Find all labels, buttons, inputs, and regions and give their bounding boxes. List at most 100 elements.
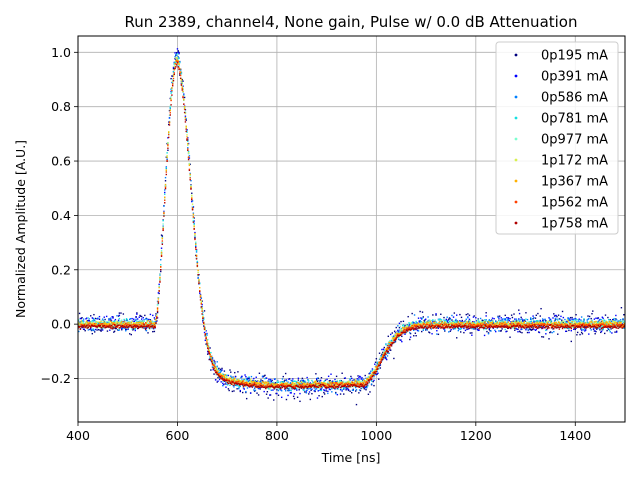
data-point (623, 320, 625, 322)
data-point (403, 327, 405, 330)
data-point (273, 399, 275, 401)
data-point (101, 327, 104, 329)
data-point (374, 369, 376, 372)
data-point (386, 351, 388, 353)
data-point (335, 385, 337, 387)
data-point (534, 323, 537, 326)
data-point (463, 331, 465, 334)
data-point (352, 382, 354, 384)
data-point (253, 382, 255, 384)
data-point (328, 388, 331, 390)
data-point (238, 380, 240, 382)
data-point (241, 381, 244, 383)
data-point (132, 320, 134, 322)
data-point (350, 383, 353, 385)
data-point (606, 329, 608, 332)
data-point (132, 322, 135, 325)
data-point (483, 328, 485, 331)
data-point (204, 327, 207, 330)
data-point (201, 307, 203, 309)
data-point (444, 321, 447, 324)
data-point (462, 321, 464, 323)
data-point (416, 322, 418, 324)
data-point (391, 339, 393, 342)
data-point (241, 384, 244, 387)
data-point (440, 320, 442, 322)
data-point (156, 314, 158, 317)
data-point (184, 115, 187, 117)
data-point (429, 322, 432, 324)
data-point (200, 307, 203, 309)
data-point (460, 328, 462, 331)
data-point (238, 387, 240, 390)
data-point (146, 319, 148, 322)
data-point (608, 320, 611, 323)
data-point (456, 337, 458, 339)
data-point (434, 319, 436, 322)
data-point (125, 330, 127, 332)
data-point (441, 321, 444, 323)
data-point (506, 323, 508, 326)
data-point (594, 333, 596, 335)
data-point (289, 382, 292, 384)
data-point (178, 63, 180, 65)
data-point (593, 318, 596, 320)
data-point (218, 369, 221, 372)
data-point (525, 312, 527, 314)
data-point (101, 327, 103, 330)
data-point (622, 325, 624, 328)
data-point (487, 321, 490, 323)
data-point (569, 324, 572, 326)
data-point (606, 321, 608, 323)
data-point (335, 391, 337, 394)
data-point (306, 376, 308, 379)
data-point (245, 381, 248, 383)
data-point (607, 323, 609, 325)
data-point (82, 322, 85, 324)
data-point (163, 210, 165, 213)
data-point (362, 385, 365, 387)
data-point (78, 326, 80, 328)
data-point (319, 382, 322, 384)
data-point (221, 367, 223, 370)
data-point (257, 382, 259, 385)
data-point (230, 371, 232, 373)
data-point (368, 377, 370, 380)
data-point (483, 334, 486, 337)
data-point (86, 324, 89, 327)
data-point (345, 383, 347, 385)
data-point (311, 392, 313, 395)
data-point (365, 389, 367, 391)
data-point (611, 318, 614, 321)
data-point (105, 315, 108, 318)
data-point (323, 389, 325, 391)
data-point (618, 322, 620, 325)
data-point (118, 322, 121, 324)
data-point (475, 326, 478, 329)
data-point (542, 323, 545, 325)
data-point (601, 321, 604, 323)
data-point (337, 388, 339, 390)
data-point (167, 137, 169, 139)
data-point (362, 386, 365, 389)
data-point (276, 392, 278, 395)
data-point (174, 58, 176, 60)
data-point (109, 329, 111, 331)
data-point (96, 318, 98, 320)
data-point (337, 385, 339, 388)
data-point (165, 171, 168, 173)
data-point (344, 387, 347, 389)
data-point (371, 368, 374, 370)
data-point (355, 382, 358, 384)
data-point (270, 380, 273, 383)
data-point (486, 324, 488, 326)
data-point (94, 322, 96, 325)
data-point (195, 254, 198, 256)
data-point (518, 312, 521, 315)
data-point (328, 381, 331, 383)
data-point (271, 383, 273, 385)
data-point (615, 322, 618, 324)
data-point (617, 325, 619, 327)
data-point (533, 321, 535, 323)
data-point (300, 380, 302, 382)
